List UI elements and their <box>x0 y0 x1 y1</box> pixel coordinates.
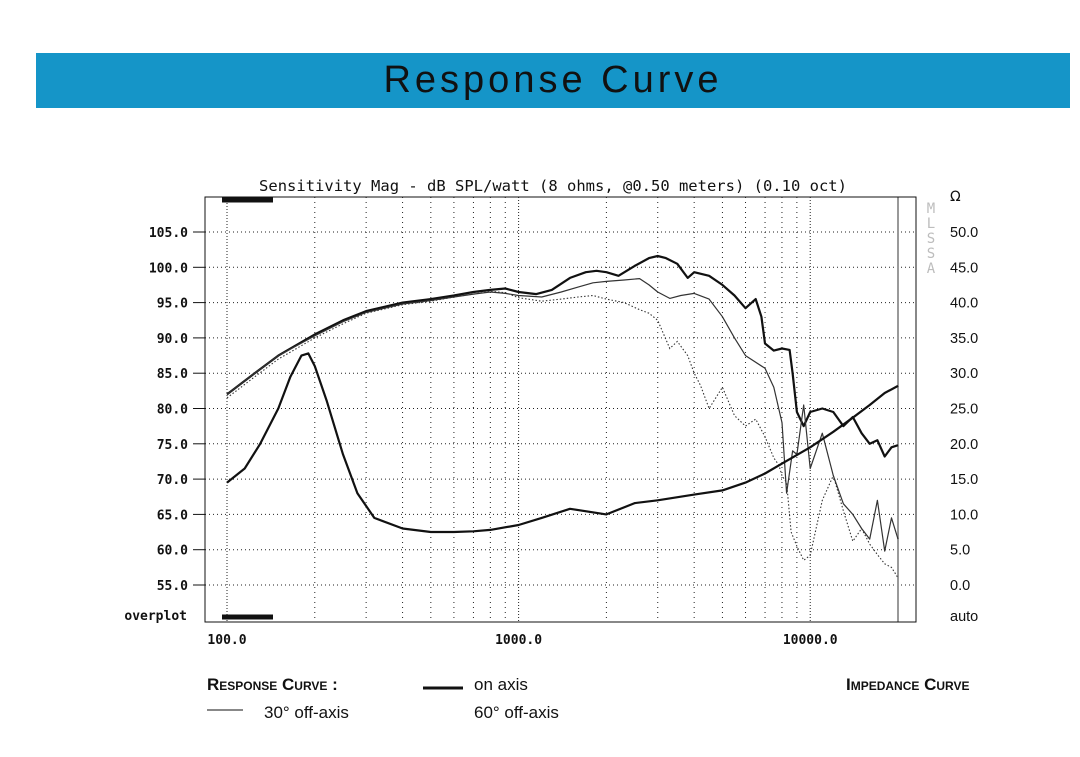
y-tick-label-left: 70.0 <box>157 473 188 488</box>
y-tick-label-right: 0.0 <box>950 578 970 594</box>
y-tick-label-left: 55.0 <box>157 579 188 594</box>
chart-title: Sensitivity Mag - dB SPL/watt (8 ohms, @… <box>259 177 847 195</box>
chart-labels: Sensitivity Mag - dB SPL/watt (8 ohms, @… <box>124 177 978 648</box>
y-tick-label-left: 95.0 <box>157 297 188 312</box>
legend-label-on-axis: on axis <box>474 675 528 694</box>
y-tick-label-left: 80.0 <box>157 403 188 418</box>
legend-label-60-off-axis: 60° off-axis <box>474 703 559 722</box>
watermark-letter: S <box>927 231 935 247</box>
series-impedance <box>226 352 899 534</box>
page-title: Response Curve <box>383 59 723 101</box>
y-tick-label-right: 25.0 <box>950 402 978 418</box>
x-tick-label: 10000.0 <box>783 633 838 648</box>
plot-frame <box>204 196 917 623</box>
x-tick-label: 100.0 <box>207 633 246 648</box>
chart-grid <box>205 197 916 622</box>
y-tick-label-left: 100.0 <box>149 261 188 276</box>
y-tick-label-right: 40.0 <box>950 296 978 312</box>
y-tick-label-left: 85.0 <box>157 367 188 382</box>
ohm-unit-label: Ω <box>950 189 961 205</box>
watermark-letter: L <box>927 216 935 232</box>
auto-label: auto <box>950 609 978 625</box>
y-tick-label-right: 10.0 <box>950 507 978 523</box>
series-on-axis <box>226 254 899 458</box>
y-tick-label-right: 30.0 <box>950 366 978 382</box>
y-tick-label-right: 45.0 <box>950 260 978 276</box>
chart-series <box>226 254 899 579</box>
overplot-label: overplot <box>124 609 187 624</box>
y-tick-label-left: 60.0 <box>157 544 188 559</box>
y-tick-label-right: 5.0 <box>950 543 970 559</box>
series-60-off-axis <box>226 290 899 579</box>
y-tick-label-right: 15.0 <box>950 472 978 488</box>
y-tick-label-right: 20.0 <box>950 437 978 453</box>
chart-frame <box>204 196 917 623</box>
y-tick-label-right: 50.0 <box>950 225 978 241</box>
y-tick-label-left: 105.0 <box>149 226 188 241</box>
title-banner: Response Curve <box>36 53 1070 108</box>
y-tick-label-right: 35.0 <box>950 331 978 347</box>
legend-swatch-on-axis <box>423 686 463 690</box>
watermark-letter: A <box>927 261 936 277</box>
watermark-letter: M <box>927 201 935 217</box>
legend-swatch-30-off-axis <box>207 709 243 711</box>
legend-label-30-off-axis: 30° off-axis <box>264 703 349 722</box>
watermark-letter: S <box>927 246 935 262</box>
x-tick-label: 1000.0 <box>495 633 542 648</box>
legend-heading: Response Curve : <box>207 675 338 694</box>
y-tick-label-left: 65.0 <box>157 508 188 523</box>
impedance-curve-label: Impedance Curve <box>846 675 970 694</box>
y-tick-label-left: 90.0 <box>157 332 188 347</box>
y-tick-label-left: 75.0 <box>157 438 188 453</box>
